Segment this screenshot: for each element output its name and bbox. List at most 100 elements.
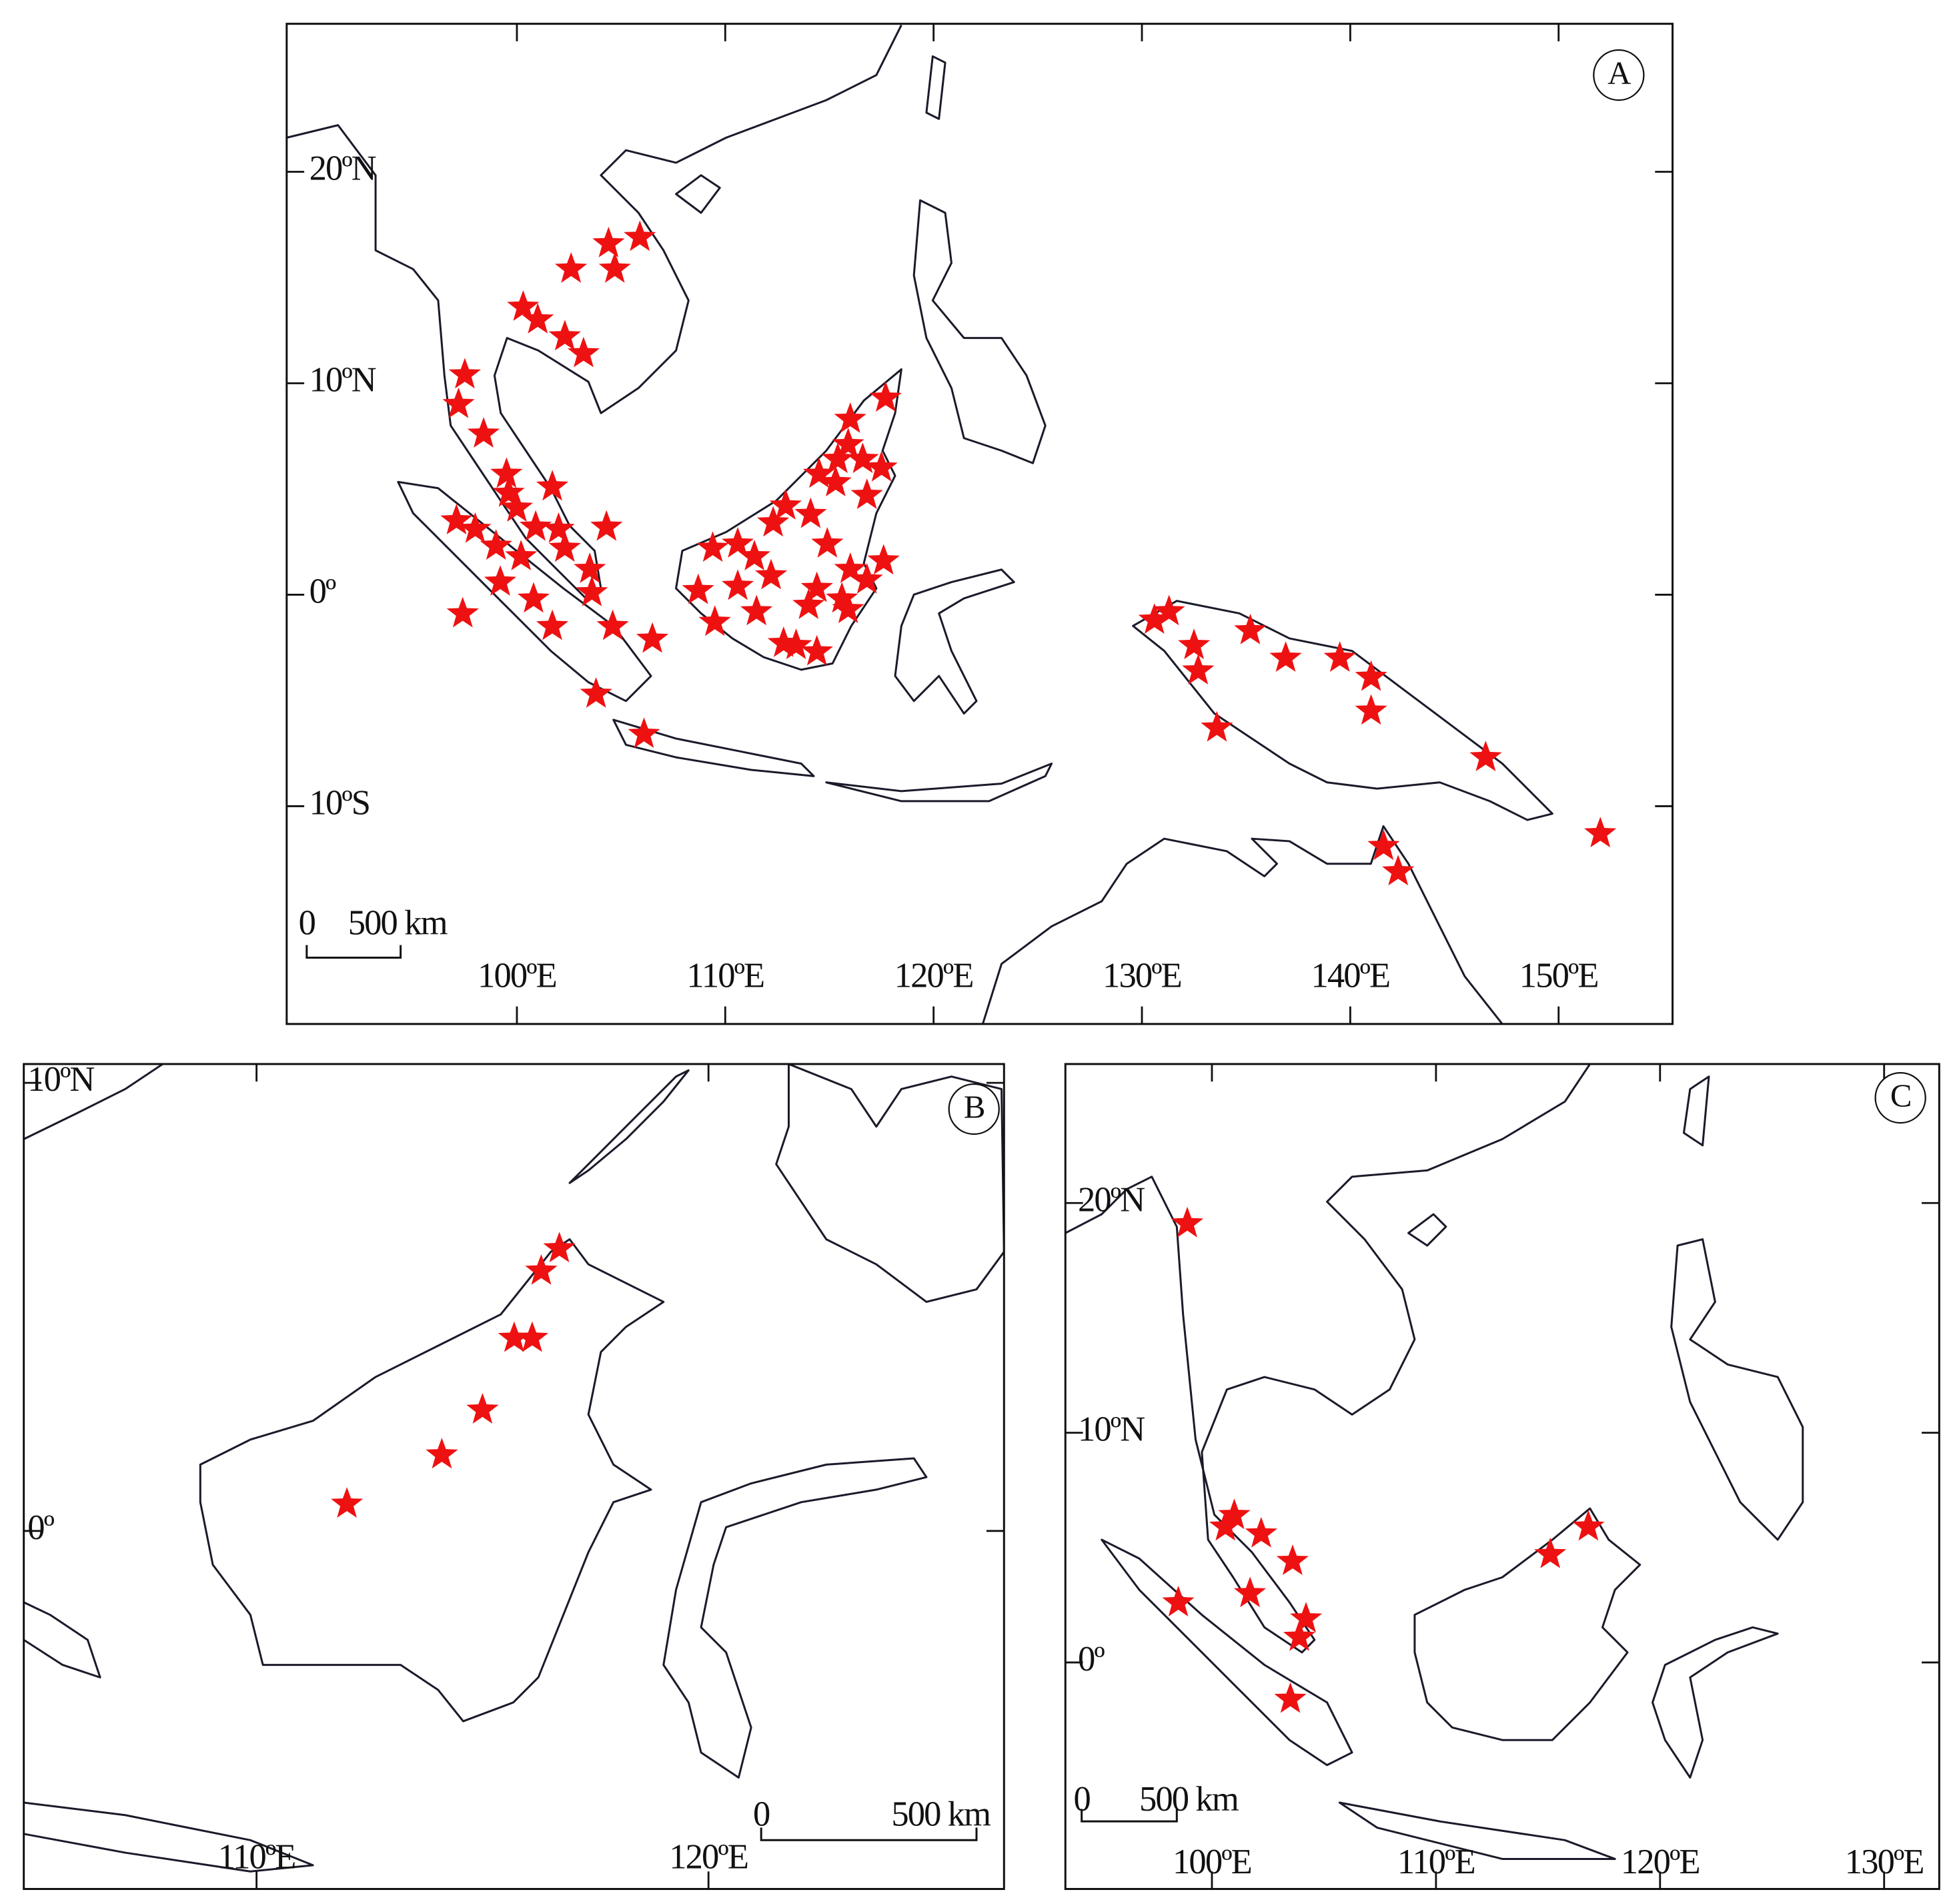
occurrence-star bbox=[484, 565, 517, 596]
lon-label: 120ºE bbox=[1621, 1843, 1700, 1881]
occurrence-star bbox=[794, 497, 827, 528]
occurrence-star bbox=[1269, 641, 1302, 672]
lat-label: 0º bbox=[309, 572, 336, 611]
coastline bbox=[1682, 1075, 1710, 1147]
coastline bbox=[397, 480, 652, 702]
occurrence-star bbox=[1355, 660, 1387, 691]
occurrence-star bbox=[1138, 603, 1171, 634]
coastline bbox=[1065, 1063, 1591, 1654]
occurrence-star bbox=[567, 336, 600, 368]
coastline bbox=[912, 199, 1047, 464]
coastline bbox=[1101, 1538, 1353, 1767]
occurrence-star bbox=[738, 540, 771, 570]
scale-bar bbox=[305, 945, 402, 959]
occurrence-star bbox=[867, 544, 900, 575]
coastline bbox=[981, 825, 1503, 1024]
occurrence-star bbox=[834, 402, 866, 433]
coastline bbox=[1407, 1213, 1447, 1247]
occurrence-star bbox=[480, 529, 512, 560]
occurrence-star bbox=[722, 569, 754, 600]
scale-label: 500 km bbox=[348, 904, 448, 943]
occurrence-star bbox=[548, 531, 581, 562]
coastlines-a bbox=[286, 24, 1553, 1024]
occurrence-star bbox=[682, 573, 714, 604]
panel-label: A bbox=[1607, 55, 1631, 91]
map-frame bbox=[23, 1063, 1005, 1890]
coastline bbox=[1132, 600, 1553, 821]
coastline bbox=[568, 1069, 690, 1184]
scale-zero: 0 bbox=[299, 904, 315, 943]
coastline bbox=[23, 1601, 101, 1679]
coastline bbox=[286, 24, 902, 602]
occurrence-star bbox=[1469, 741, 1502, 772]
occurrence-star bbox=[1201, 710, 1233, 742]
scale-label: 500 km bbox=[1139, 1780, 1239, 1819]
lat-label: 10ºS bbox=[309, 783, 370, 822]
occurrence-star bbox=[698, 605, 731, 636]
lon-label: 120ºE bbox=[669, 1837, 748, 1876]
occurrence-star bbox=[1177, 628, 1211, 660]
occurrence-star bbox=[517, 582, 550, 613]
occurrence-star bbox=[1323, 641, 1356, 672]
coastline bbox=[1670, 1238, 1804, 1541]
coastline bbox=[612, 719, 815, 777]
lon-label: 100ºE bbox=[1173, 1843, 1251, 1881]
occurrence-star bbox=[446, 596, 479, 628]
occurrence-star bbox=[1171, 1206, 1204, 1238]
occurrence-star bbox=[1289, 1602, 1323, 1633]
occurrence-star bbox=[1233, 1576, 1267, 1608]
occurrence-star bbox=[580, 677, 612, 708]
occurrence-star bbox=[498, 1321, 530, 1352]
coastline bbox=[925, 55, 946, 120]
occurrence-star bbox=[574, 552, 606, 583]
coastline bbox=[1413, 1507, 1642, 1741]
occurrence-star bbox=[636, 622, 669, 653]
lon-label: 130ºE bbox=[1103, 956, 1181, 995]
map-frame bbox=[1064, 1063, 1940, 1890]
coastline bbox=[675, 174, 721, 214]
occurrence-star bbox=[598, 252, 631, 283]
occurrence-star bbox=[869, 381, 902, 412]
scale-zero: 0 bbox=[1073, 1780, 1090, 1819]
lon-label: 150ºE bbox=[1519, 956, 1598, 995]
panel-label: C bbox=[1890, 1078, 1911, 1114]
occurrence-star bbox=[1153, 594, 1185, 626]
occurrence-star bbox=[543, 1232, 576, 1263]
coastline bbox=[199, 1238, 665, 1723]
lat-label: 0º bbox=[1078, 1640, 1105, 1679]
occurrence-star bbox=[1274, 1682, 1307, 1713]
occurrence-star bbox=[576, 575, 608, 606]
lon-label: 110ºE bbox=[686, 956, 764, 995]
lon-label: 100ºE bbox=[478, 956, 556, 995]
occurrence-star bbox=[490, 457, 523, 488]
occurrence-star bbox=[1283, 1620, 1316, 1651]
lat-label: 20ºN bbox=[309, 149, 376, 188]
coastline bbox=[675, 368, 902, 671]
occurrence-star bbox=[1367, 829, 1400, 861]
occurrence-star bbox=[1534, 1537, 1567, 1568]
scale-bar bbox=[760, 1827, 978, 1841]
occurrence-star bbox=[792, 588, 825, 619]
coastline bbox=[662, 1457, 928, 1779]
occurrence-star bbox=[1209, 1510, 1242, 1541]
occurrence-star bbox=[536, 470, 569, 501]
occurrence-star bbox=[331, 1487, 364, 1518]
lat-label: 0º bbox=[27, 1508, 54, 1547]
occurrence-star bbox=[525, 1254, 558, 1285]
coastlines-b bbox=[23, 1063, 1005, 1873]
occurrence-star bbox=[542, 512, 575, 543]
coastline bbox=[775, 1063, 1005, 1303]
coastline bbox=[825, 763, 1053, 803]
occurrence-star bbox=[548, 320, 581, 351]
occurrence-star bbox=[1245, 1516, 1278, 1548]
occurrence-star bbox=[846, 442, 879, 474]
occurrence-star bbox=[466, 1393, 499, 1424]
occurrence-star bbox=[426, 1438, 458, 1469]
occurrence-star bbox=[800, 634, 833, 666]
lon-label: 110ºE bbox=[1397, 1843, 1475, 1881]
lon-label: 110ºE bbox=[218, 1837, 295, 1876]
occurrence-star bbox=[865, 450, 898, 482]
occurrence-star bbox=[780, 628, 812, 660]
